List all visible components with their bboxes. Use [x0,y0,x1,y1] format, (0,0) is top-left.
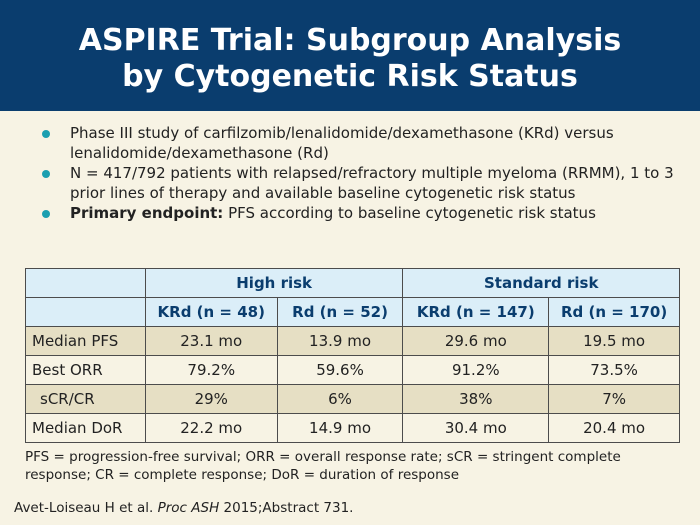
citation-details: 2015;Abstract 731. [223,500,354,516]
table-cell: 20.4 mo [548,413,680,443]
abbreviations-footnote: PFS = progression-free survival; ORR = o… [25,449,621,483]
table-cell: 91.2% [402,355,550,385]
table-cell: 19.5 mo [548,326,680,356]
citation-authors: Avet-Loiseau H et al. [14,500,154,516]
citation-journal: Proc ASH [157,500,220,516]
page-title: ASPIRE Trial: Subgroup Analysis by Cytog… [79,23,621,95]
bullet-dot-icon [42,130,50,138]
bullet-item: Phase III study of carfilzomib/lenalidom… [40,124,680,163]
table-cell: 29.6 mo [402,326,550,356]
table-cell: 30.4 mo [402,413,550,443]
column-header: KRd (n = 147) [402,297,550,327]
title-line-1: ASPIRE Trial: Subgroup Analysis [78,22,622,58]
bullet-bold-label: Primary endpoint: [70,204,224,222]
table-row: Best ORR 79.2% 59.6% 91.2% 73.5% [25,355,680,385]
table-row: sCR/CR 29% 6% 38% 7% [25,384,680,414]
bullet-text: Phase III study of carfilzomib/lenalidom… [70,124,614,162]
title-line-2: by Cytogenetic Risk Status [122,58,578,94]
table-cell: 23.1 mo [144,326,278,356]
results-table: High risk Standard risk KRd (n = 48) Rd … [25,268,680,443]
row-label: Median PFS [25,326,146,356]
table-cell: 14.9 mo [276,413,404,443]
table-row: Median DoR 22.2 mo 14.9 mo 30.4 mo 20.4 … [25,413,680,443]
table-subheader-row: KRd (n = 48) Rd (n = 52) KRd (n = 147) R… [25,297,680,327]
row-label: sCR/CR [25,384,146,414]
table-row: Median PFS 23.1 mo 13.9 mo 29.6 mo 19.5 … [25,326,680,356]
column-header: Rd (n = 52) [276,297,404,327]
bullet-item: Primary endpoint: PFS according to basel… [40,204,680,224]
row-label: Median DoR [25,413,146,443]
column-header: Rd (n = 170) [548,297,680,327]
group-header-high-risk: High risk [144,268,404,298]
bullet-list: Phase III study of carfilzomib/lenalidom… [40,124,680,225]
bullet-item: N = 417/792 patients with relapsed/refra… [40,164,680,203]
table-cell: 6% [276,384,404,414]
row-label: Best ORR [25,355,146,385]
table-cell: 22.2 mo [144,413,278,443]
table-cell: 38% [402,384,550,414]
table-cell: 59.6% [276,355,404,385]
bullet-dot-icon [42,210,50,218]
table-cell: 29% [144,384,278,414]
table-cell: 7% [548,384,680,414]
column-header: KRd (n = 48) [144,297,278,327]
group-header-standard-risk: Standard risk [402,268,680,298]
bullet-text: PFS according to baseline cytogenetic ri… [223,204,596,222]
table-group-header-row: High risk Standard risk [25,268,680,298]
table-corner-cell [25,297,146,327]
table-cell: 73.5% [548,355,680,385]
bullet-text: N = 417/792 patients with relapsed/refra… [70,164,674,202]
citation: Avet-Loiseau H et al. Proc ASH 2015;Abst… [14,499,353,517]
table-cell: 79.2% [144,355,278,385]
table-cell: 13.9 mo [276,326,404,356]
bullet-dot-icon [42,170,50,178]
table-corner-cell [25,268,146,298]
title-banner: ASPIRE Trial: Subgroup Analysis by Cytog… [0,0,700,111]
